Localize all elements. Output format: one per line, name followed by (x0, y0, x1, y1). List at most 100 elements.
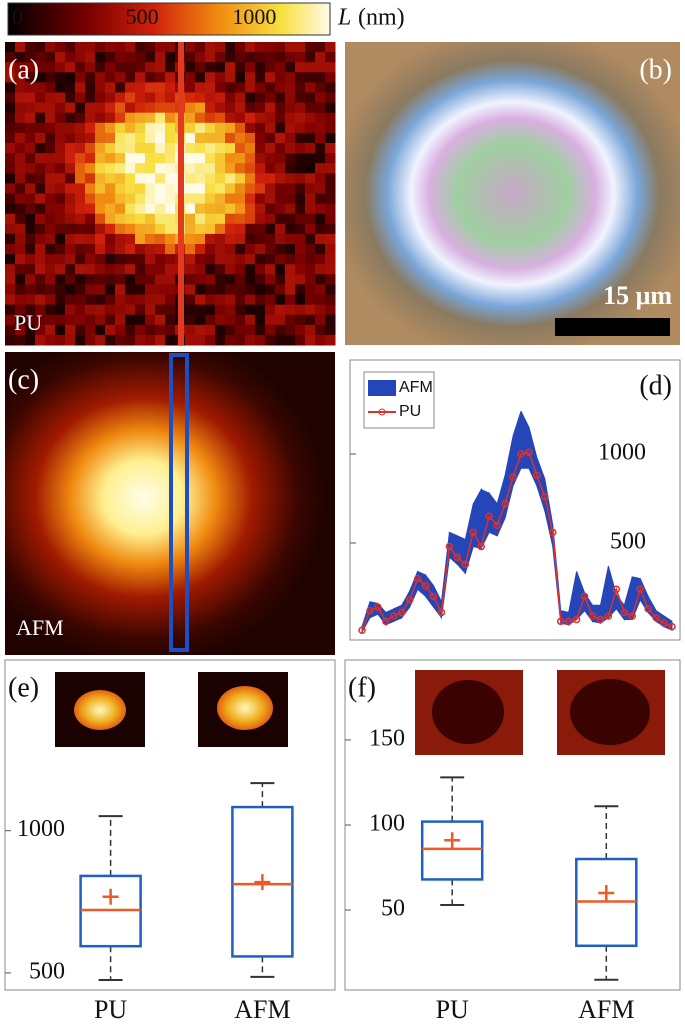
heat-pixel (95, 264, 106, 275)
mean (254, 874, 271, 891)
heat-pixel (285, 324, 296, 336)
heat-pixel (315, 314, 326, 326)
heat-pixel (145, 183, 156, 194)
heat-pixel (275, 173, 286, 184)
heat-pixel (105, 183, 116, 194)
heat-pixel (245, 304, 256, 316)
heat-pixel (5, 62, 16, 73)
heat-pixel (155, 163, 166, 174)
heat-pixel (195, 213, 206, 225)
heat-pixel (225, 132, 236, 144)
heat-pixel (215, 284, 226, 295)
heat-pixel (255, 264, 266, 275)
heat-pixel (95, 143, 106, 154)
heat-pixel (15, 203, 26, 215)
heat-pixel (115, 193, 126, 205)
heat-pixel (275, 82, 286, 93)
heat-pixel (275, 294, 286, 306)
heat-pixel (305, 173, 316, 184)
heat-pixel (195, 92, 206, 104)
heat-pixel (195, 122, 206, 134)
heat-pixel (275, 163, 286, 174)
heat-pixel (115, 244, 126, 255)
heat-pixel (225, 274, 236, 285)
heat-pixel (145, 264, 156, 275)
heat-pixel (85, 284, 96, 295)
heat-pixel (275, 102, 286, 114)
heat-pixel (305, 213, 316, 225)
heat-pixel (45, 294, 56, 306)
heat-pixel (315, 274, 326, 285)
heat-pixel (255, 183, 266, 194)
heat-pixel (105, 122, 116, 134)
heat-pixel (285, 72, 296, 83)
heat-pixel (285, 244, 296, 255)
heat-pixel (125, 324, 136, 336)
heat-pixel (15, 304, 26, 316)
heat-pixel (195, 284, 206, 295)
heat-pixel (25, 92, 36, 104)
heat-pixel (115, 143, 126, 154)
heat-pixel (185, 82, 196, 93)
heat-pixel (315, 163, 326, 174)
heat-pixel (265, 193, 276, 205)
heat-pixel (255, 274, 266, 285)
heat-pixel (65, 304, 76, 316)
heat-pixel (245, 223, 256, 235)
pu-marker (612, 585, 621, 594)
heat-pixel (85, 203, 96, 215)
heat-pixel (325, 173, 336, 184)
heat-pixel (95, 244, 106, 255)
heat-pixel (215, 304, 226, 316)
heat-pixel (205, 82, 216, 93)
heat-pixel (225, 294, 236, 306)
heat-pixel (25, 82, 36, 93)
heat-pixel (255, 193, 266, 205)
heat-pixel (25, 163, 36, 174)
heat-pixel (235, 314, 246, 326)
heat-pixel (325, 314, 336, 326)
heat-pixel (215, 193, 226, 205)
colorbar-symbol: L (337, 5, 351, 31)
heat-pixel (265, 62, 276, 73)
heat-pixel (65, 92, 76, 104)
heat-pixel (25, 304, 36, 316)
heat-pixel (5, 304, 16, 316)
heat-pixel (225, 223, 236, 235)
heat-pixel (125, 213, 136, 225)
heat-pixel (55, 183, 66, 194)
heat-pixel (255, 143, 266, 154)
pu-marker (644, 605, 652, 613)
heat-pixel (5, 52, 16, 63)
heat-pixel (275, 143, 286, 154)
heat-pixel (95, 284, 106, 295)
heat-pixel (325, 52, 336, 63)
heat-pixel (105, 193, 116, 205)
heat-pixel (35, 92, 46, 104)
heat-pixel (325, 163, 336, 174)
heat-pixel (265, 42, 276, 53)
heat-pixel (185, 92, 196, 104)
heat-pixel (55, 203, 66, 215)
heat-pixel (15, 92, 26, 104)
heat-pixel (45, 203, 56, 215)
heat-pixel (95, 274, 106, 285)
heat-pixel (295, 213, 306, 225)
heat-pixel (265, 163, 276, 174)
heat-pixel (225, 284, 236, 295)
heat-pixel (15, 153, 26, 164)
heat-pixel (255, 244, 266, 255)
heat-pixel (15, 314, 26, 326)
heat-pixel (195, 223, 206, 235)
heat-pixel (275, 112, 286, 124)
heat-pixel (235, 294, 246, 306)
band-segment (488, 491, 498, 537)
heat-pixel (145, 213, 156, 225)
heat-pixel (75, 143, 86, 154)
heat-pixel (145, 163, 156, 174)
heat-pixel (245, 274, 256, 285)
heat-pixel (205, 284, 216, 295)
y-tick-label: 50 (381, 896, 405, 922)
colorbar (7, 2, 331, 36)
heat-pixel (245, 153, 256, 164)
